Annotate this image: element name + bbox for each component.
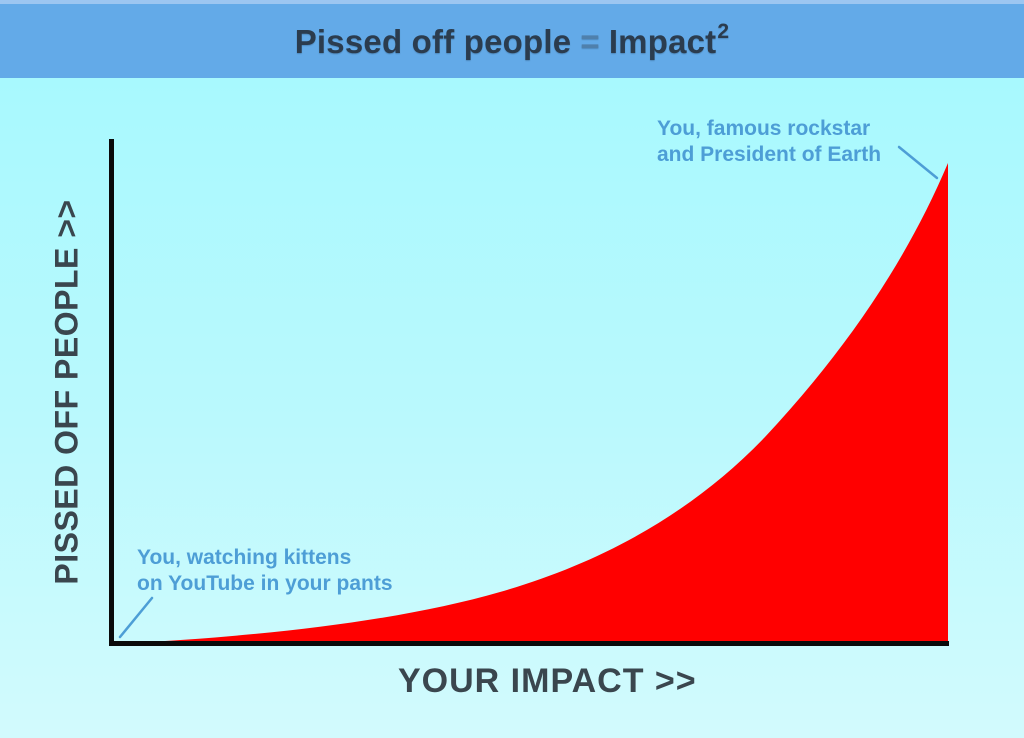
annotation-kittens: You, watching kittens on YouTube in your… <box>137 546 393 595</box>
y-axis-line <box>109 139 114 646</box>
annotation-rockstar: You, famous rockstar and President of Ea… <box>657 117 882 166</box>
page-title: Pissed off people = Impact2 <box>294 20 730 61</box>
pointer-line-peak <box>897 145 939 180</box>
title-right: Impact <box>608 23 717 60</box>
impact-curve-area <box>111 163 948 644</box>
title-left: Pissed off people <box>294 23 572 60</box>
pointer-line-origin <box>118 596 154 639</box>
x-axis-label: YOUR IMPACT >> <box>398 662 697 700</box>
y-axis-label: PISSED OFF PEOPLE >> <box>48 199 85 585</box>
x-axis-line <box>109 641 949 646</box>
title-exponent: 2 <box>717 20 730 43</box>
title-banner: Pissed off people = Impact2 <box>0 0 1024 78</box>
equals-sign: = <box>580 23 600 60</box>
